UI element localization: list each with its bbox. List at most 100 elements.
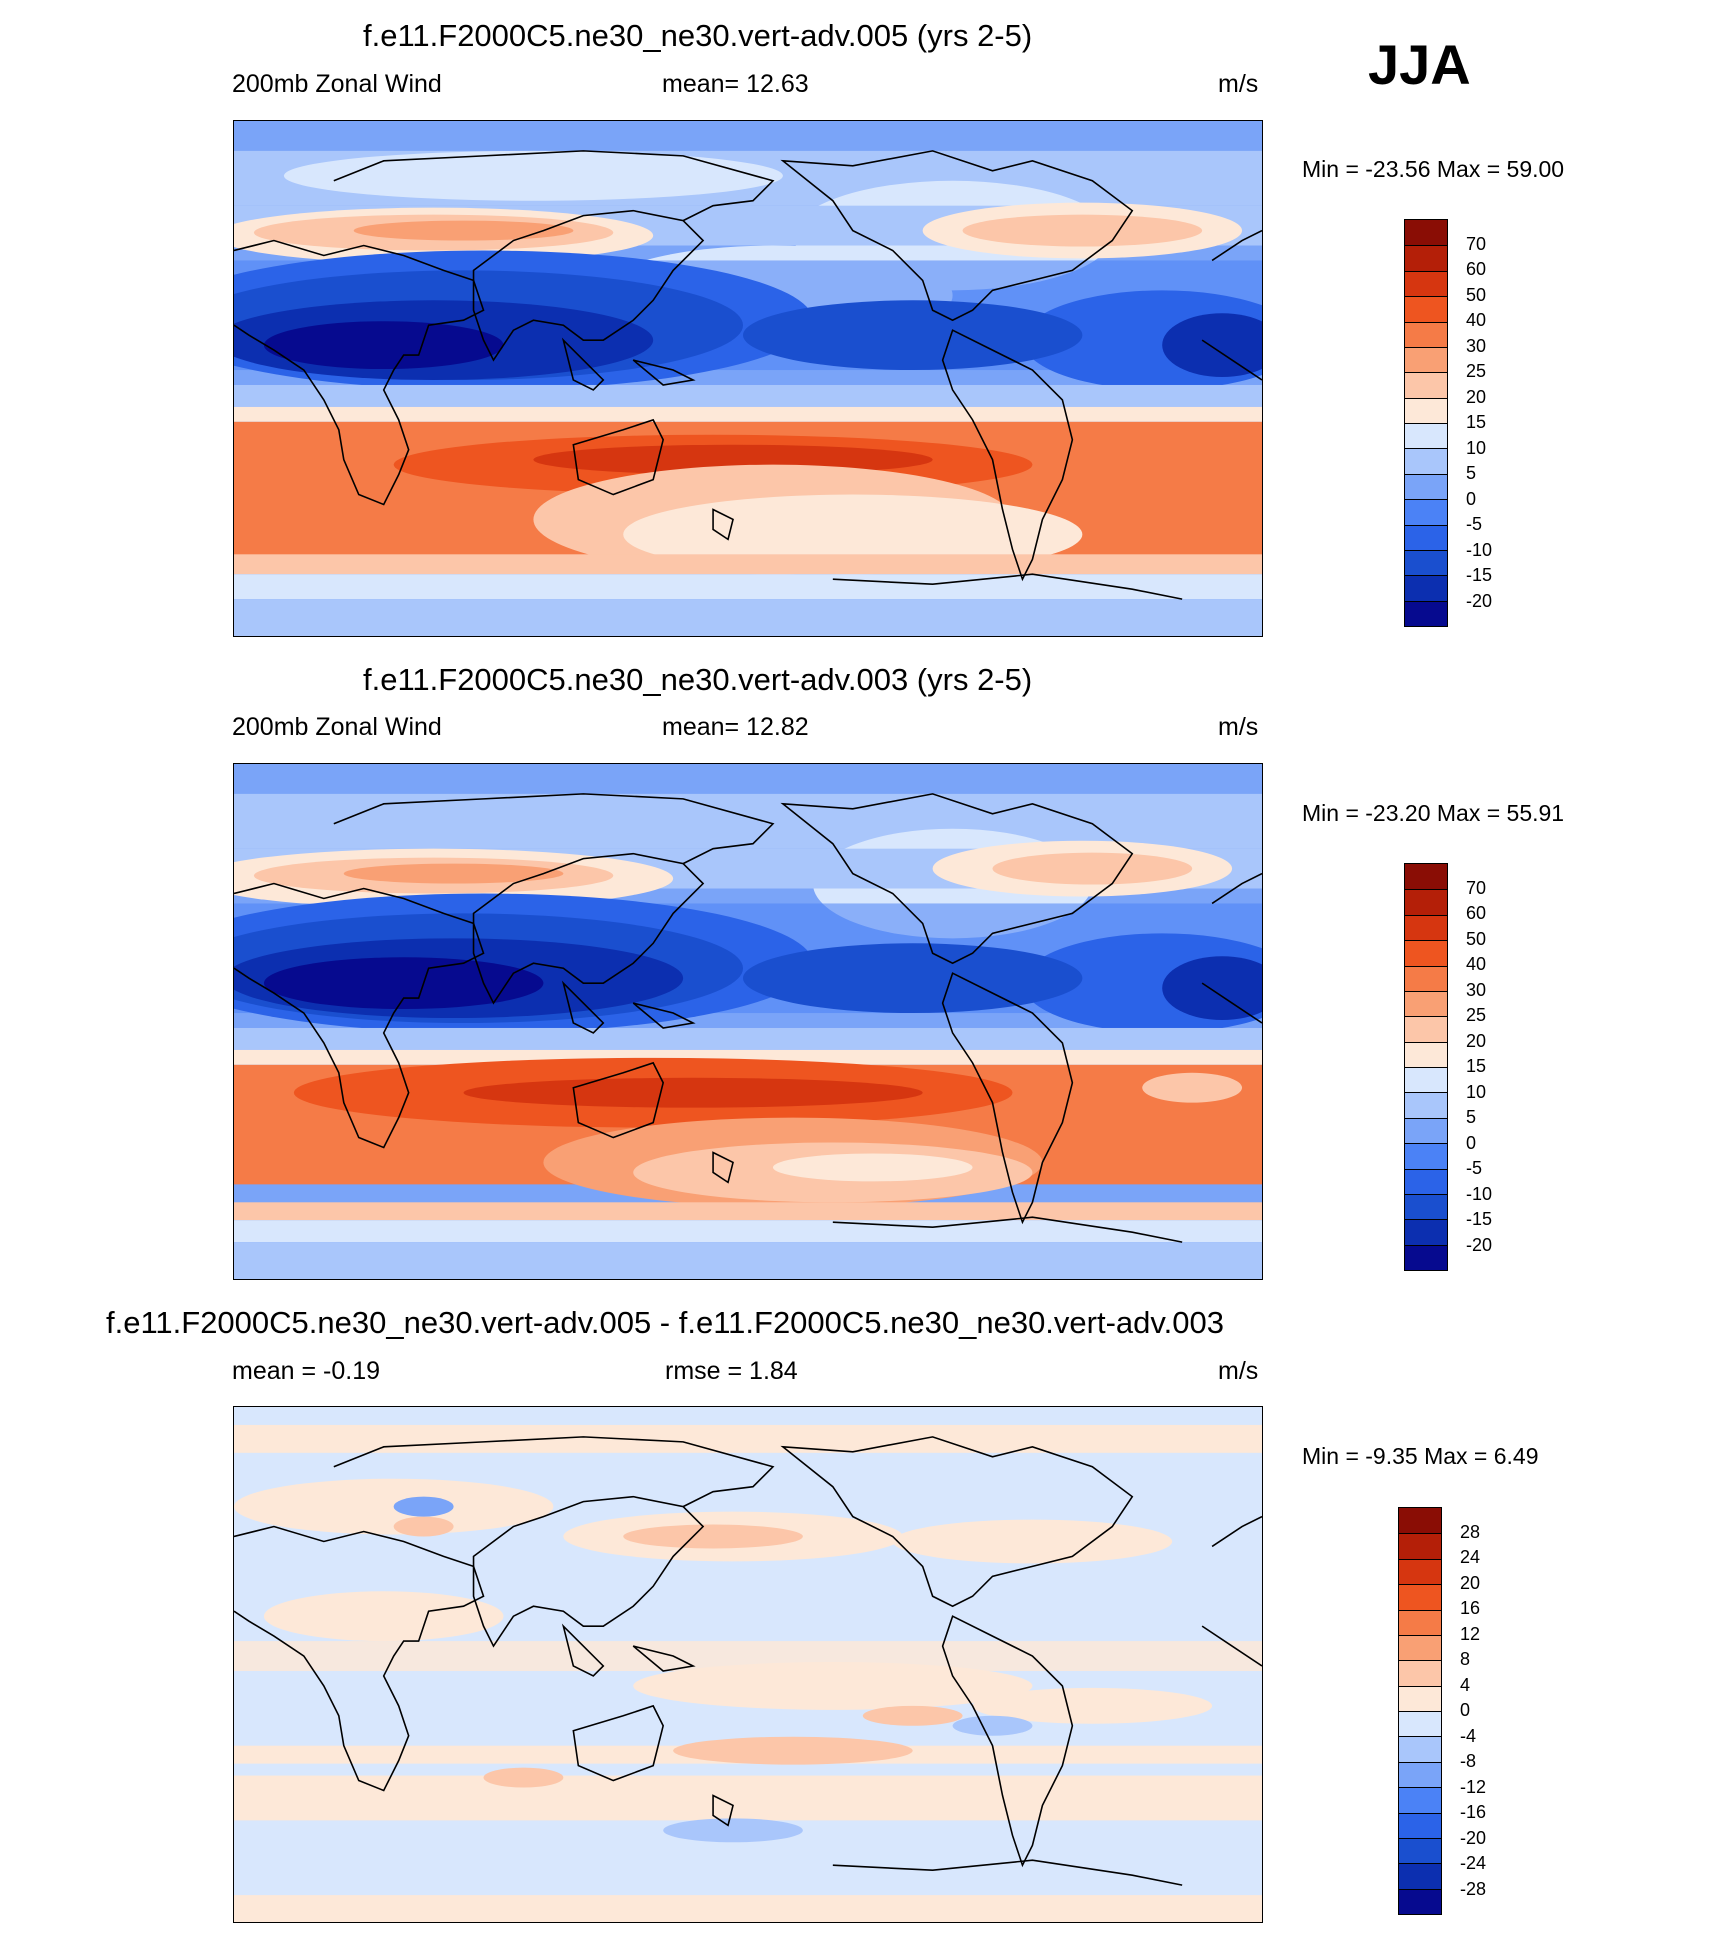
colorbar-bin <box>1399 1609 1441 1635</box>
colorbar-bin <box>1399 1787 1441 1813</box>
panel-2-colorbar <box>1404 863 1448 1271</box>
panel-1-mean-label: mean= 12.63 <box>662 70 809 98</box>
colorbar-bin <box>1405 423 1447 449</box>
colorbar-tick-label: -20 <box>1466 1234 1493 1255</box>
colorbar-tick-label: 20 <box>1466 1030 1487 1051</box>
colorbar-bin <box>1399 1558 1441 1585</box>
colorbar-tick-label: 10 <box>1466 437 1487 458</box>
colorbar-bin <box>1399 1533 1441 1559</box>
colorbar-tick-label: 50 <box>1466 928 1487 949</box>
colorbar-bin <box>1405 1168 1447 1194</box>
colorbar-tick-label: 15 <box>1466 1056 1487 1076</box>
colorbar-bin <box>1405 1117 1447 1144</box>
colorbar-tick-label: 50 <box>1466 284 1487 305</box>
panel-2-variable-label: 200mb Zonal Wind <box>232 713 442 741</box>
panel-3-units-label: m/s <box>1218 1357 1259 1385</box>
colorbar-bin <box>1405 397 1447 423</box>
colorbar-tick-label: -10 <box>1466 1183 1493 1204</box>
colorbar-tick-label: 5 <box>1466 463 1477 483</box>
colorbar-bin <box>1405 499 1447 525</box>
colorbar-bin <box>1405 549 1447 576</box>
colorbar-tick-label: 12 <box>1460 1623 1481 1644</box>
colorbar-tick-label: 25 <box>1466 1005 1487 1025</box>
colorbar-bin <box>1399 1888 1441 1914</box>
colorbar-bin <box>1405 346 1447 373</box>
panel-1-map <box>233 120 1263 637</box>
colorbar-tick-label: 0 <box>1466 488 1477 509</box>
panel-3-contour-field <box>234 1407 1262 1922</box>
colorbar-bin <box>1405 990 1447 1017</box>
colorbar-bin <box>1405 1016 1447 1042</box>
panel-1-colorbar <box>1404 219 1448 627</box>
colorbar-bin <box>1405 1067 1447 1093</box>
colorbar-tick-label: -5 <box>1466 1158 1483 1178</box>
panel-1-minmax: Min = -23.56 Max = 59.00 <box>1302 156 1565 182</box>
colorbar-tick-label: -4 <box>1460 1725 1477 1746</box>
colorbar-bin <box>1405 1219 1447 1245</box>
colorbar-bin <box>1405 940 1447 966</box>
panel-2-map <box>233 763 1263 1280</box>
colorbar-tick-label: 30 <box>1466 335 1487 356</box>
colorbar-tick-label: -12 <box>1460 1776 1487 1797</box>
colorbar-tick-label: -16 <box>1460 1802 1487 1822</box>
colorbar-bin <box>1405 965 1447 991</box>
colorbar-tick-label: -10 <box>1466 539 1493 560</box>
panel-1-coastlines <box>234 150 1262 600</box>
colorbar-tick-label: 40 <box>1466 954 1487 974</box>
colorbar-tick-label: 16 <box>1460 1598 1481 1618</box>
panel-3-colorbar <box>1398 1507 1442 1915</box>
colorbar-tick-label: 5 <box>1466 1107 1477 1127</box>
panel-2-coastlines <box>234 793 1262 1243</box>
colorbar-bin <box>1405 1193 1447 1220</box>
panel-3-rmse-label: rmse = 1.84 <box>665 1357 798 1385</box>
colorbar-tick-label: 0 <box>1466 1132 1477 1153</box>
colorbar-tick-label: 24 <box>1460 1547 1481 1567</box>
colorbar-tick-label: 20 <box>1466 386 1487 407</box>
panel-3-map <box>233 1406 1263 1923</box>
colorbar-bin <box>1405 270 1447 297</box>
colorbar-bin <box>1399 1634 1441 1661</box>
colorbar-bin <box>1405 889 1447 915</box>
colorbar-tick-label: -8 <box>1460 1751 1477 1771</box>
colorbar-bin <box>1405 1041 1447 1067</box>
panel-3-mean-label: mean = -0.19 <box>232 1357 381 1385</box>
colorbar-tick-label: 10 <box>1466 1081 1487 1102</box>
panel-3-colorbar-labels: 28 24 20 16 12 8 4 0 -4 -8 -12 -16 -20 -24 -28 <box>1460 1507 1520 1915</box>
colorbar-bin <box>1405 1092 1447 1118</box>
colorbar-tick-label: -15 <box>1466 565 1493 585</box>
colorbar-tick-label: 15 <box>1466 412 1487 432</box>
colorbar-bin <box>1405 448 1447 474</box>
colorbar-bin <box>1405 220 1447 246</box>
colorbar-bin <box>1399 1736 1441 1762</box>
colorbar-tick-label: 28 <box>1460 1521 1481 1542</box>
colorbar-bin <box>1405 575 1447 601</box>
panel-2-contour-field <box>234 764 1262 1279</box>
colorbar-tick-label: 60 <box>1466 903 1487 923</box>
colorbar-tick-label: 20 <box>1460 1572 1481 1593</box>
panel-3-coastlines <box>234 1436 1262 1886</box>
panel-1-title: f.e11.F2000C5.ne30_ne30.vert-adv.005 (yr… <box>363 18 1033 53</box>
colorbar-tick-label: 4 <box>1460 1674 1471 1695</box>
panel-2-colorbar-segments <box>1405 864 1447 1270</box>
colorbar-bin <box>1399 1685 1441 1711</box>
colorbar-bin <box>1399 1761 1441 1788</box>
colorbar-bin <box>1405 600 1447 626</box>
panel-2-colorbar-labels: 70 60 50 40 30 25 20 15 10 5 0 -5 -10 -15 -20 <box>1466 863 1526 1271</box>
season-label: JJA <box>1368 33 1471 96</box>
colorbar-bin <box>1405 914 1447 941</box>
colorbar-tick-label: -28 <box>1460 1878 1487 1899</box>
panel-2-units-label: m/s <box>1218 713 1259 741</box>
colorbar-bin <box>1399 1812 1441 1838</box>
panel-1-colorbar-segments <box>1405 220 1447 626</box>
colorbar-tick-label: -20 <box>1466 590 1493 611</box>
panel-2-minmax: Min = -23.20 Max = 55.91 <box>1302 800 1565 826</box>
colorbar-tick-label: 30 <box>1466 979 1487 1000</box>
colorbar-tick-label: -15 <box>1466 1209 1493 1229</box>
colorbar-tick-label: -5 <box>1466 514 1483 534</box>
colorbar-tick-label: -24 <box>1460 1853 1487 1873</box>
colorbar-tick-label: 0 <box>1460 1700 1471 1720</box>
colorbar-bin <box>1405 321 1447 347</box>
colorbar-tick-label: 40 <box>1466 310 1487 330</box>
colorbar-bin <box>1399 1837 1441 1864</box>
